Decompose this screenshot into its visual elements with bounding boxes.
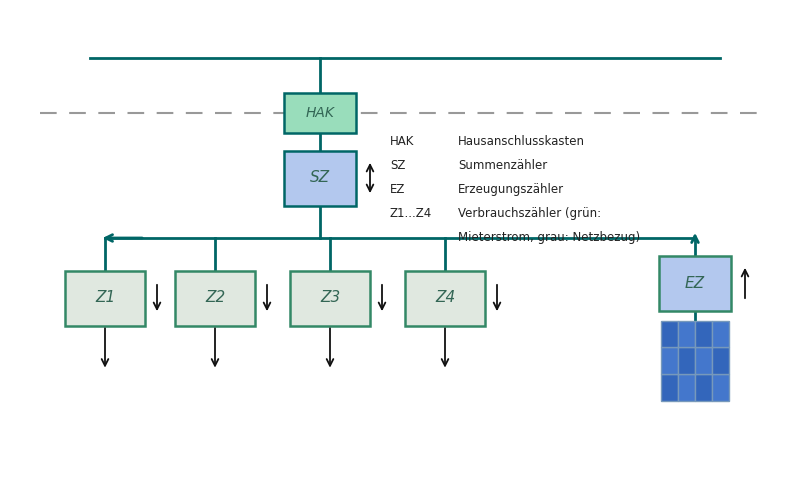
Bar <box>175 271 255 325</box>
Bar <box>284 93 356 133</box>
Text: Verbrauchszähler (grün:: Verbrauchszähler (grün: <box>458 207 601 220</box>
Text: SZ: SZ <box>310 171 330 185</box>
Bar <box>661 374 678 400</box>
Bar <box>678 320 695 347</box>
Bar <box>659 255 731 311</box>
Text: Erzeugungszähler: Erzeugungszähler <box>458 183 564 196</box>
Text: SZ: SZ <box>390 159 406 172</box>
Text: HAK: HAK <box>306 106 334 120</box>
Text: Z1...Z4: Z1...Z4 <box>390 207 432 220</box>
Bar <box>712 374 729 400</box>
Bar <box>290 271 370 325</box>
Text: Z1: Z1 <box>95 290 115 306</box>
Bar <box>695 374 712 400</box>
Bar <box>661 347 678 374</box>
Text: Mieterstrom, grau: Netzbezug): Mieterstrom, grau: Netzbezug) <box>458 231 640 244</box>
Text: Z4: Z4 <box>435 290 455 306</box>
Bar <box>712 320 729 347</box>
Bar <box>661 320 678 347</box>
Bar <box>695 347 712 374</box>
Text: Summenzähler: Summenzähler <box>458 159 547 172</box>
Text: Z2: Z2 <box>205 290 225 306</box>
Text: HAK: HAK <box>390 135 414 148</box>
Bar <box>695 320 712 347</box>
Bar <box>284 150 356 206</box>
Text: EZ: EZ <box>390 183 406 196</box>
Bar <box>405 271 485 325</box>
Text: Hausanschlusskasten: Hausanschlusskasten <box>458 135 585 148</box>
Bar <box>712 347 729 374</box>
Bar <box>678 374 695 400</box>
Bar <box>678 347 695 374</box>
Text: EZ: EZ <box>685 276 705 290</box>
Text: Z3: Z3 <box>320 290 340 306</box>
Bar <box>65 271 145 325</box>
